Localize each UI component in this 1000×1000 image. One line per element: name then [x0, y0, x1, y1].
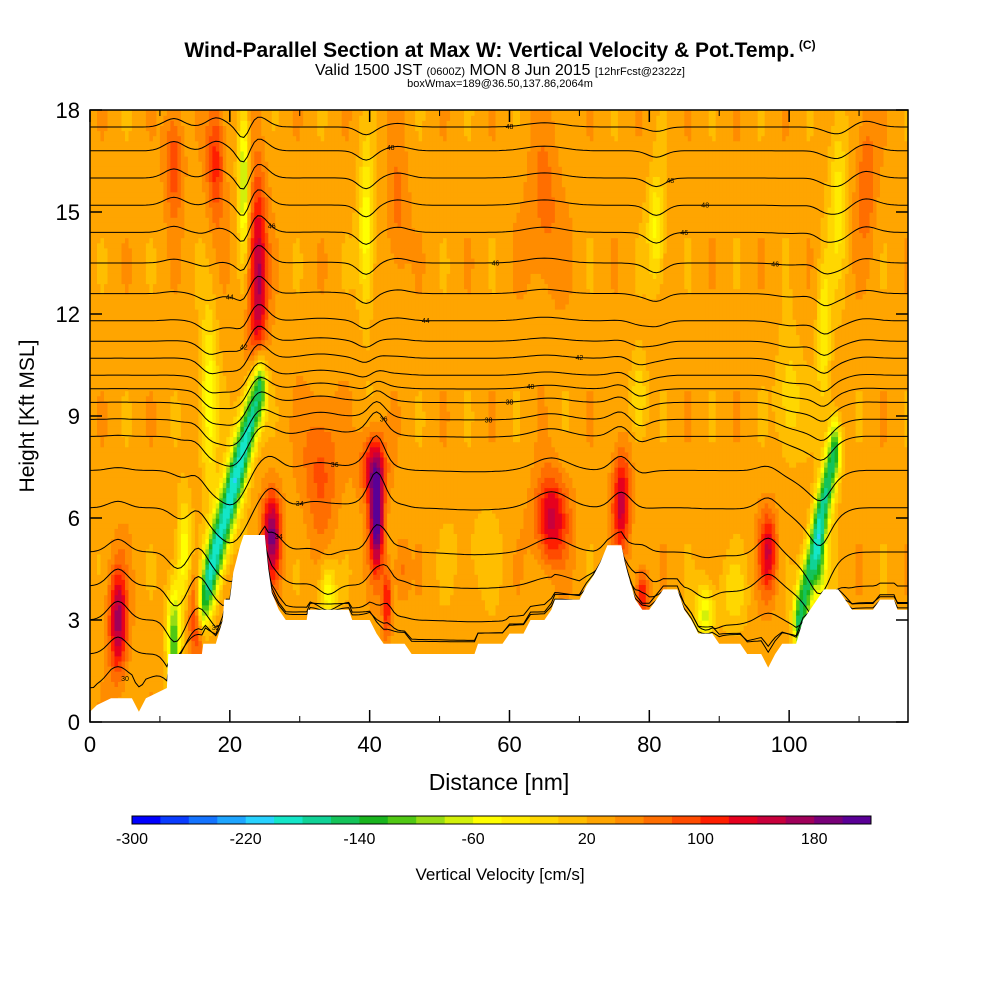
cross-section-chart: 303234343636 3838404242444446464646484848…: [0, 0, 1000, 1000]
